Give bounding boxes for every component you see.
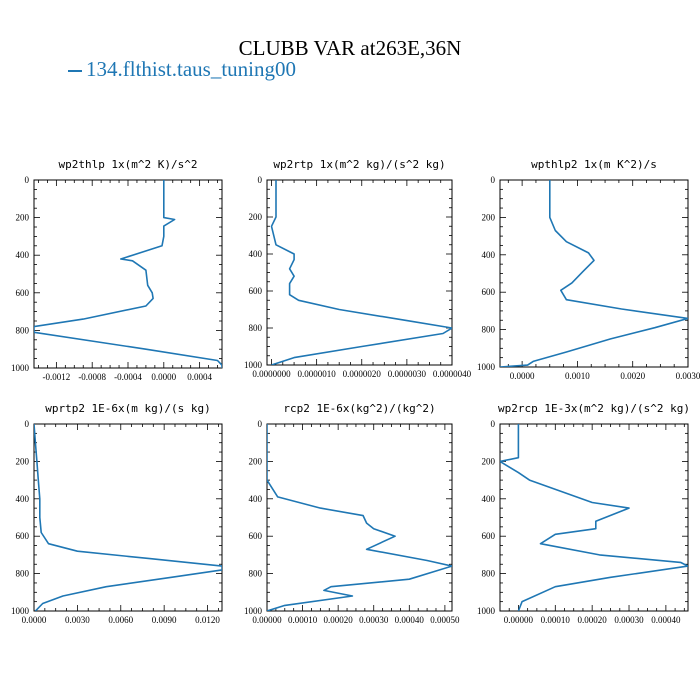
- panel-title: wp2rcp 1E-3x(m^2 kg)/(s^2 kg): [498, 402, 690, 415]
- legend-entry: 134.flthist.taus_tuning00: [68, 57, 296, 82]
- y-tick-label: 1000: [477, 606, 496, 616]
- y-tick-label: 400: [16, 250, 30, 260]
- chart-panel: wp2rtp 1x(m^2 kg)/(s^2 kg) 0 200 400 600 800 1…: [244, 158, 472, 379]
- x-tick-label: 0.00020: [324, 615, 354, 625]
- y-tick-label: 600: [16, 531, 30, 541]
- x-tick-label: 0.0000020: [343, 369, 382, 379]
- y-tick-label: 0: [258, 419, 263, 429]
- chart-panel: wpthlp2 1x(m K^2)/s 0 200 400 600 800 1000 0.00…: [477, 158, 700, 381]
- panel-title: wp2thlp 1x(m^2 K)/s^2: [58, 158, 197, 171]
- panel-title: wp2rtp 1x(m^2 kg)/(s^2 kg): [273, 158, 445, 171]
- x-tick-label: 0.0030: [65, 615, 90, 625]
- y-tick-label: 0: [258, 175, 263, 185]
- y-tick-label: 400: [482, 494, 496, 504]
- y-tick-label: 800: [16, 569, 30, 579]
- legend-line-swatch: [68, 70, 82, 73]
- plot-frame: [33, 179, 223, 369]
- x-tick-label: 0.0010: [565, 371, 590, 381]
- y-tick-label: 1000: [244, 606, 263, 616]
- y-tick-label: 400: [249, 249, 263, 259]
- x-tick-label: 0.0020: [620, 371, 645, 381]
- x-tick-label: 0.00040: [395, 615, 425, 625]
- y-tick-label: 800: [16, 325, 30, 335]
- panel-title: rcp2 1E-6x(kg^2)/(kg^2): [283, 402, 435, 415]
- y-tick-label: 0: [25, 175, 30, 185]
- y-tick-label: 0: [491, 175, 496, 185]
- series-line: [267, 424, 452, 611]
- x-tick-label: -0.0012: [43, 372, 71, 382]
- chart-panel: wp2rcp 1E-3x(m^2 kg)/(s^2 kg)0 200 400 600 8…: [477, 402, 690, 625]
- x-tick-label: 0.0030: [676, 371, 700, 381]
- plot-frame: [499, 423, 689, 612]
- y-tick-label: 600: [249, 531, 263, 541]
- y-tick-label: 1000: [477, 362, 496, 372]
- y-tick-label: 200: [249, 456, 263, 466]
- y-tick-label: 800: [249, 569, 263, 579]
- series-line: [500, 424, 688, 611]
- y-tick-label: 600: [482, 287, 496, 297]
- x-tick-label: 0.00030: [614, 615, 644, 625]
- x-tick-label: -0.0004: [114, 372, 142, 382]
- y-tick-label: 800: [482, 569, 496, 579]
- chart-panel: wprtp2 1E-6x(m kg)/(s kg) 0 200 400 600 800 10…: [11, 402, 223, 625]
- y-tick-label: 800: [482, 325, 496, 335]
- y-tick-label: 600: [249, 286, 263, 296]
- panel-title: wprtp2 1E-6x(m kg)/(s kg): [45, 402, 211, 415]
- series-line: [34, 180, 222, 368]
- y-tick-label: 1000: [11, 606, 30, 616]
- chart-panel: wp2thlp 1x(m^2 K)/s^2 0 200 400 600 800 1000 -0…: [11, 158, 223, 382]
- legend-label: 134.flthist.taus_tuning00: [86, 57, 296, 81]
- y-tick-label: 200: [16, 213, 30, 223]
- y-tick-label: 1000: [11, 363, 30, 373]
- y-tick-label: 0: [491, 419, 496, 429]
- chart-panel: rcp2 1E-6x(kg^2)/(kg^2) 0 200 400 600 800 1000…: [244, 402, 460, 625]
- x-tick-label: 0.0060: [108, 615, 133, 625]
- x-tick-label: 0.00010: [541, 615, 571, 625]
- x-tick-label: 0.0000: [151, 372, 176, 382]
- y-tick-label: 200: [482, 212, 496, 222]
- x-tick-label: 0.0120: [195, 615, 220, 625]
- x-tick-label: 0.00010: [288, 615, 318, 625]
- y-tick-label: 200: [16, 456, 30, 466]
- panel-title: wpthlp2 1x(m K^2)/s: [531, 158, 657, 171]
- x-tick-label: 0.0004: [187, 372, 212, 382]
- x-tick-label: 0.0000000: [252, 369, 291, 379]
- figure-title: CLUBB VAR at263E,36N: [238, 36, 462, 60]
- x-tick-label: 0.00050: [430, 615, 460, 625]
- y-tick-label: 200: [482, 456, 496, 466]
- series-line: [270, 180, 452, 365]
- x-tick-label: 0.00000: [504, 615, 534, 625]
- x-tick-label: 0.00030: [359, 615, 389, 625]
- y-tick-label: 400: [16, 494, 30, 504]
- x-tick-label: 0.00040: [651, 615, 681, 625]
- series-line: [500, 180, 688, 367]
- y-tick-label: 1000: [244, 360, 263, 370]
- y-tick-label: 600: [16, 288, 30, 298]
- series-line: [34, 424, 222, 611]
- plot-frame: [266, 423, 453, 612]
- x-tick-label: 0.0000: [22, 615, 47, 625]
- y-tick-label: 600: [482, 531, 496, 541]
- x-tick-label: 0.0000: [510, 371, 535, 381]
- x-tick-label: 0.00000: [252, 615, 282, 625]
- y-tick-label: 200: [249, 212, 263, 222]
- x-tick-label: -0.0008: [78, 372, 106, 382]
- y-tick-label: 400: [482, 250, 496, 260]
- y-tick-label: 0: [25, 419, 30, 429]
- plot-frame: [499, 179, 689, 368]
- x-tick-label: 0.0000010: [298, 369, 337, 379]
- x-tick-label: 0.00020: [578, 615, 608, 625]
- y-tick-label: 400: [249, 494, 263, 504]
- x-tick-label: 0.0000030: [388, 369, 427, 379]
- y-tick-label: 800: [249, 323, 263, 333]
- x-tick-label: 0.0000040: [433, 369, 472, 379]
- x-tick-label: 0.0090: [152, 615, 177, 625]
